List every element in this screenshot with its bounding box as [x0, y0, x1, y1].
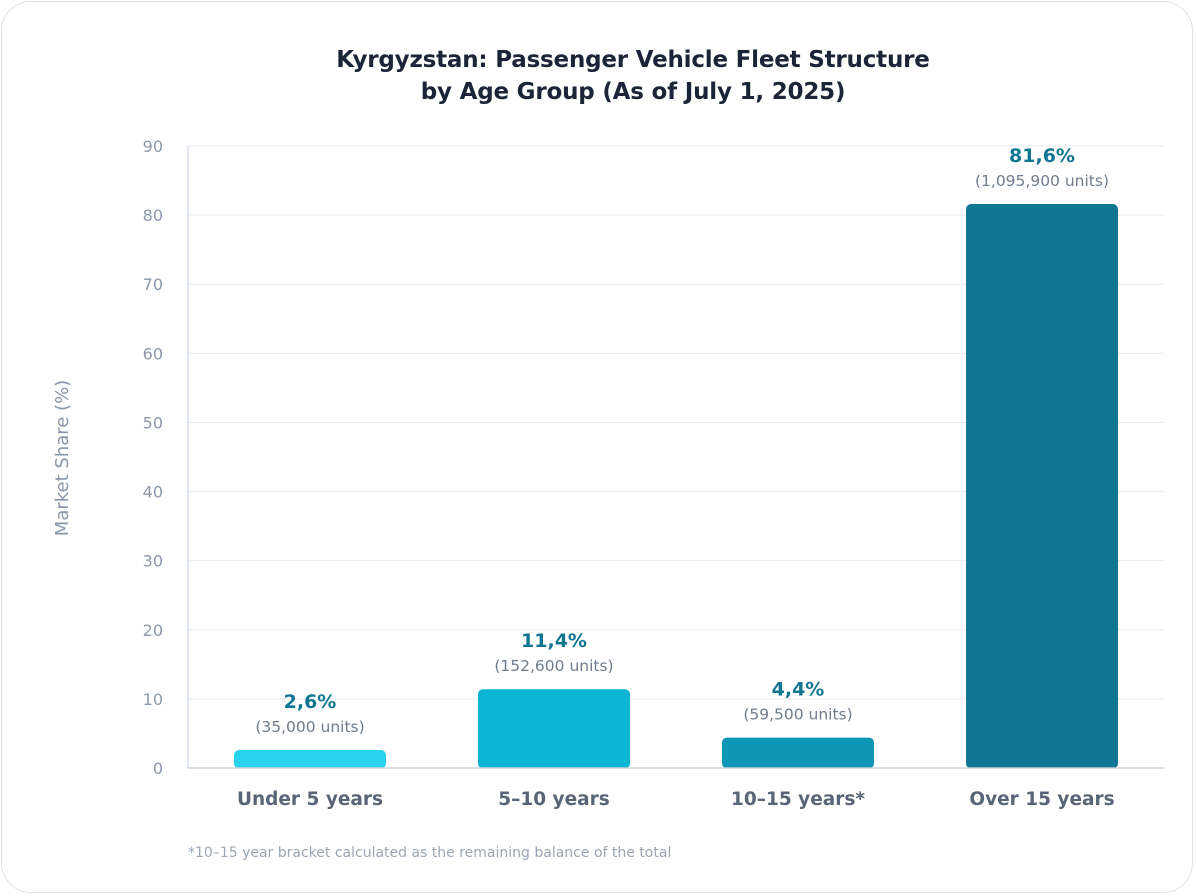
chart-title: Kyrgyzstan: Passenger Vehicle Fleet Stru… [0, 44, 1196, 108]
bar-value-label: 2,6% [284, 691, 337, 713]
y-tick-label: 60 [143, 344, 163, 363]
y-tick-label: 50 [143, 413, 163, 432]
bar [234, 750, 386, 769]
bar-unit-label: (59,500 units) [743, 706, 852, 724]
bar [966, 204, 1118, 769]
bar-value-label: 81,6% [1009, 145, 1075, 167]
bars [234, 204, 1118, 769]
y-tick-label: 80 [143, 206, 163, 225]
y-tick-label: 40 [143, 483, 163, 502]
x-tick-label: 10–15 years* [731, 789, 865, 810]
data-labels: (35,000 units) 2,6% (152,600 units) 11,4% (5… [255, 145, 1109, 736]
y-tick-label: 20 [143, 621, 163, 640]
chart-title-line-2: by Age Group (As of July 1, 2025) [420, 79, 846, 105]
y-axis-ticks: 0 10 20 30 40 50 60 70 80 90 [143, 137, 163, 778]
y-tick-label: 90 [143, 137, 163, 156]
chart-footnote: *10–15 year bracket calculated as the re… [188, 845, 672, 861]
y-tick-label: 0 [153, 759, 163, 778]
bar [722, 737, 874, 769]
chart-title-line-1: Kyrgyzstan: Passenger Vehicle Fleet Stru… [336, 47, 930, 73]
bar-unit-label: (35,000 units) [255, 718, 364, 736]
x-axis-ticks: Under 5 years 5–10 years 10–15 years* Over … [237, 789, 1115, 810]
bar [478, 689, 630, 769]
y-tick-label: 70 [143, 275, 163, 294]
x-tick-label: 5–10 years [498, 789, 610, 810]
y-tick-label: 10 [143, 690, 163, 709]
x-tick-label: Over 15 years [969, 789, 1114, 810]
y-tick-label: 30 [143, 552, 163, 571]
bar-unit-label: (1,095,900 units) [975, 172, 1109, 190]
bar-value-label: 4,4% [772, 679, 825, 701]
bar-unit-label: (152,600 units) [494, 657, 613, 675]
bar-value-label: 11,4% [521, 630, 587, 652]
y-axis-label: Market Share (%) [52, 380, 73, 536]
x-tick-label: Under 5 years [237, 789, 383, 810]
